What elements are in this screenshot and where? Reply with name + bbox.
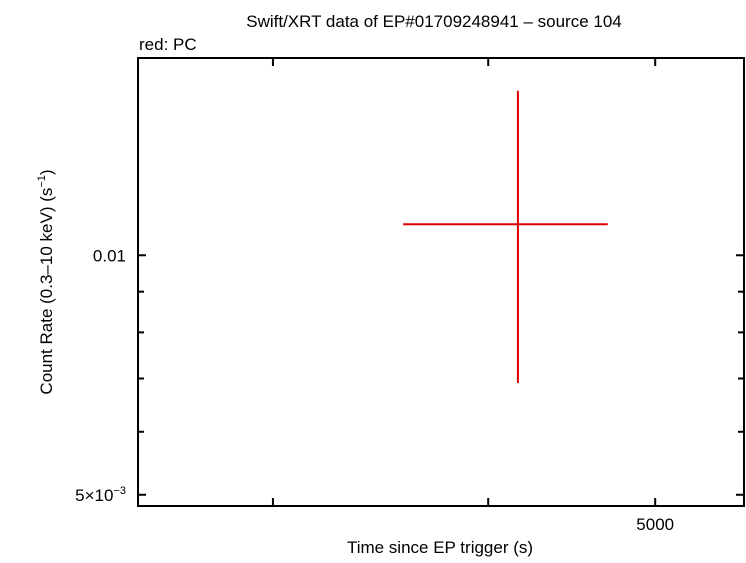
axis-ticks (138, 58, 744, 506)
x-axis-label: Time since EP trigger (s) (347, 538, 533, 557)
chart-title: Swift/XRT data of EP#01709248941 – sourc… (246, 12, 622, 31)
tick-labels: 5000 0.01 5×10−3 (75, 246, 674, 534)
y-axis-label: Count Rate (0.3–10 keV) (s−1) (36, 169, 56, 394)
chart-subtitle: red: PC (139, 35, 197, 54)
x-tick-label: 5000 (636, 515, 674, 534)
data-marks (403, 90, 608, 383)
y-tick-label: 5×10−3 (75, 485, 126, 505)
y-tick-label: 0.01 (93, 246, 126, 265)
plot-frame (137, 57, 745, 507)
